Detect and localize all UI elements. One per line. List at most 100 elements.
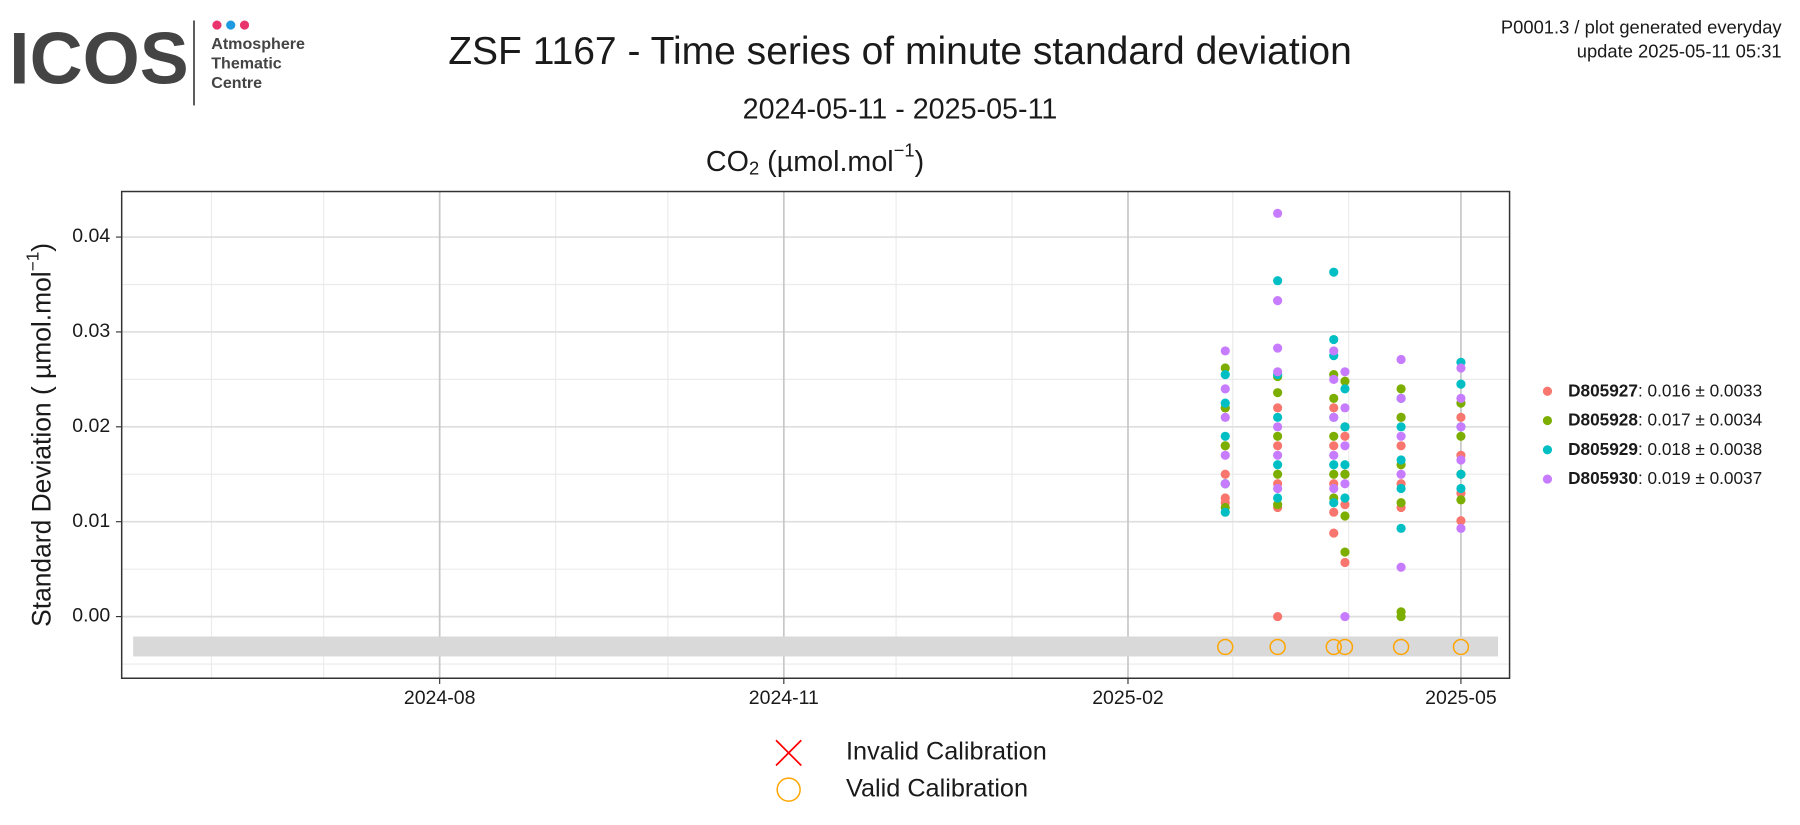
logo-sub: Centre: [211, 74, 262, 92]
y-tick-label: 0.01: [72, 510, 110, 532]
point: [1340, 479, 1350, 489]
legend-swatch: [1542, 415, 1553, 426]
legend-name: D805927: [1568, 380, 1638, 400]
point: [1396, 431, 1406, 441]
point: [1456, 379, 1466, 389]
logo-dot: [226, 20, 236, 30]
point: [1329, 528, 1339, 538]
point: [1220, 431, 1230, 441]
point: [1329, 483, 1339, 494]
point: [1340, 367, 1350, 377]
panel-title-sup: −1: [894, 139, 915, 160]
point: [1273, 422, 1283, 432]
point: [1273, 493, 1283, 503]
y-label-sup: −1: [22, 252, 42, 272]
point: [1396, 354, 1406, 365]
panel-title-part: (µmol.mol: [759, 145, 893, 177]
legend-name: D805930: [1568, 468, 1638, 488]
plot-background: [121, 191, 1510, 679]
logo-sub: Atmosphere: [211, 35, 305, 53]
x-tick-label: 2025-05: [1425, 687, 1497, 709]
logo-dot: [239, 20, 250, 30]
calibration-point: [1269, 638, 1286, 656]
point: [1396, 562, 1406, 572]
point: [1340, 611, 1350, 622]
panel-title-part: CO: [706, 145, 749, 177]
calibration-point: [1217, 638, 1234, 656]
point: [1340, 469, 1350, 479]
panel-title-part: ): [915, 145, 925, 177]
point: [1396, 498, 1406, 508]
point: [1273, 367, 1283, 377]
point: [1329, 393, 1339, 403]
point: [1273, 450, 1283, 460]
point: [1273, 483, 1283, 494]
point: [1220, 450, 1230, 460]
point: [1340, 431, 1350, 441]
point: [1273, 500, 1283, 510]
point: [1273, 611, 1283, 622]
legend-summary: : 0.016 ± 0.0033: [1638, 380, 1762, 400]
legend-label: D805928: 0.017 ± 0.0034: [1568, 409, 1763, 429]
point: [1273, 388, 1283, 398]
point: [1396, 523, 1406, 533]
point: [1329, 507, 1339, 517]
point: [1273, 276, 1283, 286]
point: [1220, 398, 1230, 408]
info: P0001.3 / plot generated everyday: [1501, 16, 1783, 37]
legend-swatch: [776, 777, 801, 802]
point: [1340, 460, 1350, 470]
y-label-part: Standard Deviation ( µmol.mol: [27, 271, 57, 627]
y-label-part: ): [27, 243, 57, 252]
point: [1396, 441, 1406, 451]
point: [1456, 495, 1466, 505]
legend-name: D805929: [1568, 438, 1638, 458]
point: [1273, 403, 1283, 413]
point: [1340, 557, 1350, 568]
x-tick-label: 2025-02: [1092, 687, 1164, 709]
legend-swatch: [1542, 474, 1553, 484]
logo-sub: Thematic: [211, 54, 282, 72]
point: [1396, 393, 1406, 403]
legend-label: Invalid Calibration: [846, 738, 1047, 766]
point: [1340, 441, 1350, 451]
x-tick-label: 2024-08: [404, 687, 476, 709]
point: [1273, 469, 1283, 479]
point: [1273, 343, 1283, 353]
point: [1456, 455, 1466, 465]
point: [1396, 607, 1406, 617]
point: [1273, 431, 1283, 441]
point: [1456, 412, 1466, 422]
legend-summary: : 0.018 ± 0.0038: [1638, 438, 1762, 458]
point: [1273, 208, 1283, 218]
legend-summary: : 0.019 ± 0.0037: [1638, 468, 1762, 488]
calibration-point: [1336, 638, 1354, 656]
point: [1456, 422, 1466, 432]
point: [1329, 441, 1339, 451]
point: [1340, 493, 1350, 503]
point: [1456, 483, 1466, 494]
point: [1329, 450, 1339, 460]
point: [1340, 384, 1350, 394]
calibration-point: [1392, 638, 1410, 656]
legend-swatch: [1542, 445, 1553, 455]
point: [1340, 500, 1350, 510]
point: [1220, 346, 1230, 356]
chart-title: ZSF 1167 - Time series of minute standar…: [448, 30, 1352, 73]
point: [1396, 483, 1406, 494]
calibration-point: [1452, 638, 1470, 656]
point: [1456, 469, 1466, 479]
legend-name: D805928: [1568, 409, 1638, 429]
point: [1456, 363, 1466, 373]
subtitle: 2024-05-11 - 2025-05-11: [743, 94, 1058, 126]
point: [1329, 374, 1339, 384]
point: [1396, 422, 1406, 432]
point: [1456, 523, 1466, 533]
point: [1220, 479, 1230, 489]
point: [1220, 469, 1230, 479]
legend-swatch: [1542, 386, 1553, 396]
point: [1329, 469, 1339, 479]
point: [1220, 412, 1230, 422]
point: [1340, 511, 1350, 521]
